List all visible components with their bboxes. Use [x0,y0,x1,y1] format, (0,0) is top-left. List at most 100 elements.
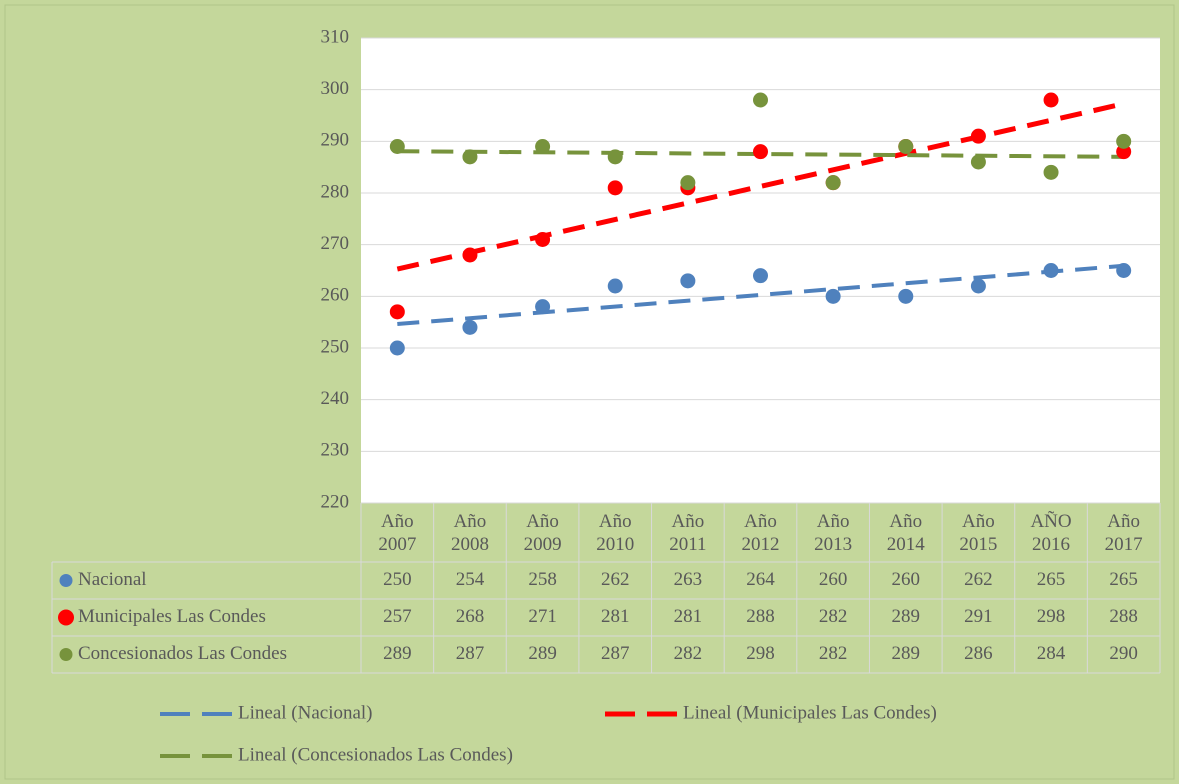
data-point [1043,263,1059,278]
table-value: 263 [674,569,703,590]
table-value: 282 [674,643,703,664]
data-point [607,278,623,294]
x-tick-label: Año 2008 [450,510,489,555]
table-value: 271 [528,606,557,627]
table-value: 289 [528,643,557,664]
data-point [825,175,841,191]
legend-marker [58,609,74,626]
x-tick-label: Año 2012 [741,510,780,555]
table-value: 287 [601,643,630,664]
x-tick-label: Año 2014 [886,510,925,555]
data-point [898,139,914,154]
data-point [1116,133,1132,149]
y-tick-label: 310 [321,26,350,47]
table-value: 298 [1037,606,1066,627]
trendline [397,263,1124,327]
table-value: 254 [456,569,485,590]
table-value: 282 [819,643,848,664]
x-tick-label: Año 2009 [523,510,562,555]
data-point [1043,164,1059,180]
y-tick-label: 220 [321,491,350,512]
x-tick-label: Año 2011 [669,510,707,555]
table-value: 260 [892,569,921,590]
data-point [535,299,551,315]
data-point [1116,144,1132,160]
data-point [753,92,768,108]
x-tick-label: Año 2017 [1104,510,1143,555]
table-value: 262 [601,569,630,590]
legend-label: Municipales Las Condes [78,606,266,627]
data-point [389,304,405,320]
table-value: 265 [1037,569,1066,590]
data-point [825,288,841,304]
table-value: 289 [892,606,921,627]
legend-label: Lineal (Concesionados Las Condes) [238,744,513,765]
table-value: 291 [964,606,993,627]
y-tick-label: 240 [321,388,350,409]
legend-label: Lineal (Municipales Las Condes) [683,702,937,723]
x-tick-label: Año 2007 [378,510,417,555]
data-point [753,144,768,160]
x-tick-label: Año 2015 [959,510,998,555]
legend-label: Nacional [78,569,147,590]
data-point [680,273,696,289]
legend-label: Lineal (Nacional) [238,702,373,723]
data-point [680,175,696,191]
y-tick-label: 290 [321,130,350,151]
x-tick-label: Año 2013 [814,510,853,555]
data-point [898,288,914,304]
table-value: 257 [383,606,412,627]
data-point [462,247,478,263]
table-value: 286 [964,643,993,664]
data-point [535,232,551,247]
data-point [535,139,551,154]
data-point [607,180,623,196]
table-value: 282 [819,606,848,627]
table-value: 281 [601,606,630,627]
legend-label: Concesionados Las Condes [78,643,287,664]
table-value: 298 [746,643,775,664]
table-value: 250 [383,569,412,590]
data-point [970,278,986,294]
x-tick-label-box: AÑO 2016 [1030,510,1072,555]
trendline [396,101,1125,272]
x-tick-label-box: Año 2012 [741,510,780,555]
table-value: 281 [674,606,703,627]
chart-border [4,4,1175,780]
x-tick-label-box: Año 2017 [1104,510,1143,555]
table-value: 258 [528,569,557,590]
x-tick-label-box: Año 2011 [669,510,707,555]
y-tick-label: 300 [321,78,350,99]
y-tick-label: 280 [321,181,350,202]
table-value: 260 [819,569,848,590]
x-tick-label-box: Año 2013 [814,510,853,555]
table-value: 288 [746,606,775,627]
table-value: 265 [1109,569,1138,590]
y-tick-label: 250 [321,336,350,357]
legend-marker [59,648,73,661]
x-tick-label-box: Año 2010 [596,510,635,555]
x-tick-label-box: Año 2009 [523,510,562,555]
data-point [389,139,405,154]
data-point [970,154,986,170]
x-tick-label-box: Año 2008 [450,510,489,555]
x-tick-label-box: Año 2014 [886,510,925,555]
table-value: 264 [746,569,775,590]
y-tick-label: 260 [321,285,350,306]
data-point [970,128,986,144]
trendline [397,149,1124,159]
table-value: 289 [892,643,921,664]
data-point [462,149,478,165]
table-value: 262 [964,569,993,590]
data-point [607,149,623,165]
table-value: 287 [456,643,485,664]
table-value: 284 [1037,643,1066,664]
table-value: 288 [1109,606,1138,627]
x-tick-label-box: Año 2007 [378,510,417,555]
y-tick-label: 230 [321,440,350,461]
data-point [753,268,768,284]
x-tick-label: Año 2010 [596,510,635,555]
table-value: 290 [1109,643,1138,664]
x-tick-label: AÑO 2016 [1030,510,1072,555]
